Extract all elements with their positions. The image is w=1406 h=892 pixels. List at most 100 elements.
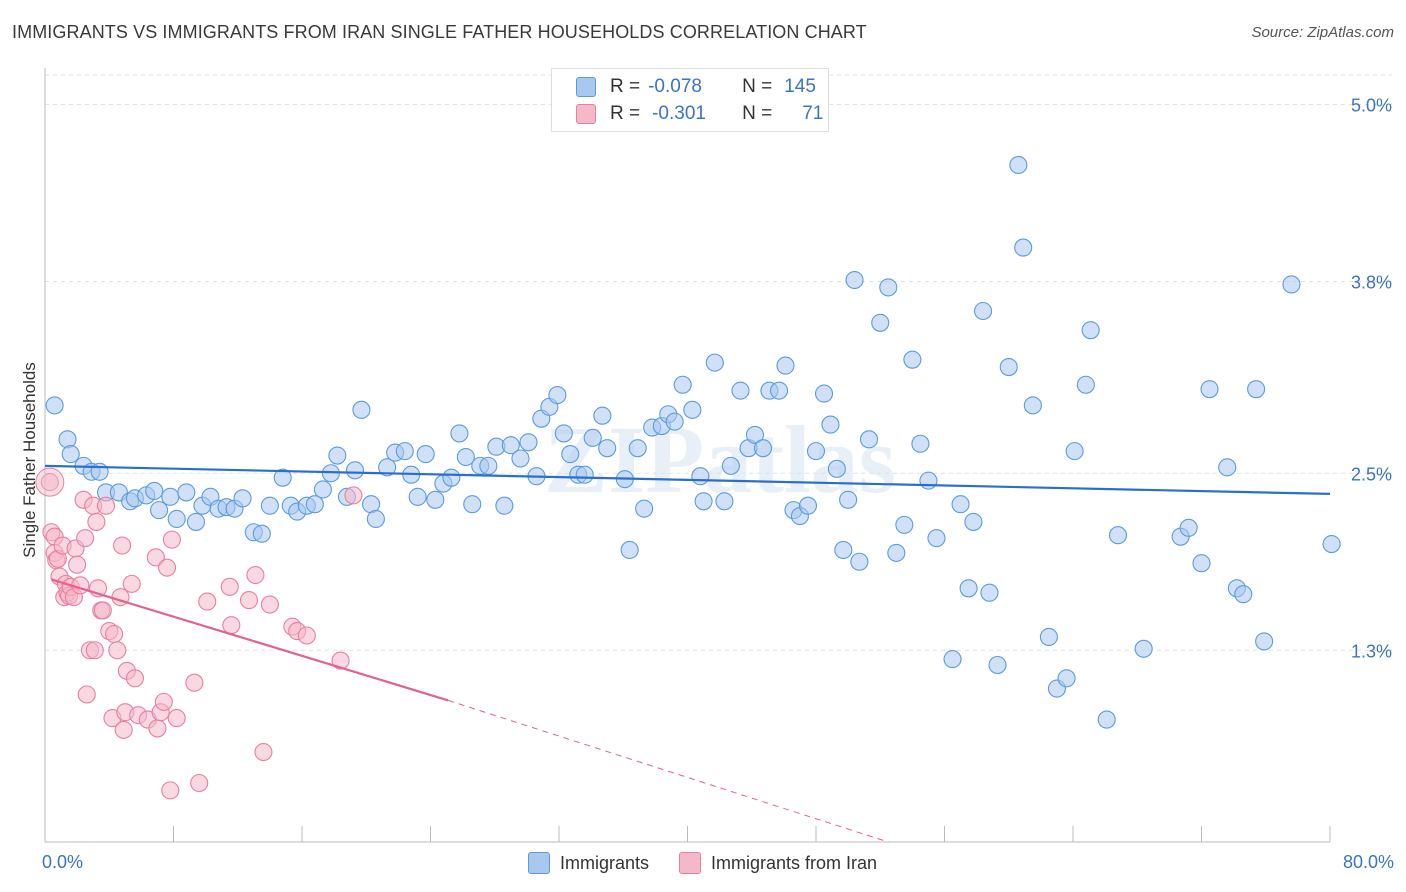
legend-row-immigrants: R = -0.078 N = 145	[576, 74, 816, 100]
immigrants-point	[1039, 627, 1058, 647]
iran-point	[85, 641, 104, 660]
iran-point	[162, 530, 181, 549]
immigrants-point	[1322, 534, 1341, 554]
iran-point	[198, 592, 217, 611]
legend-row-iran: R = -0.301 N = 71	[576, 101, 823, 127]
iran-point	[239, 591, 259, 610]
immigrants-point	[691, 467, 710, 486]
immigrants-point	[903, 350, 922, 369]
immigrants-point	[345, 461, 365, 480]
immigrants-point	[45, 396, 64, 415]
immigrants-point	[598, 439, 617, 458]
stats-legend: R = -0.078 N = 145 R = -0.301 N = 71	[551, 68, 829, 132]
immigrants-point	[887, 543, 906, 562]
immigrants-point	[694, 492, 713, 511]
immigrants-point	[479, 456, 498, 475]
legend-label: Immigrants from Iran	[711, 852, 878, 873]
iran-point	[125, 669, 144, 688]
immigrants-point	[575, 465, 594, 484]
immigrants-point	[673, 375, 692, 394]
legend-r-value: -0.301	[652, 103, 706, 124]
immigrants-point	[776, 356, 795, 375]
immigrants-point	[973, 301, 993, 321]
legend-swatch	[679, 852, 702, 874]
iran-point	[190, 773, 209, 793]
immigrants-point	[426, 490, 445, 509]
immigrants-point	[1014, 238, 1033, 257]
iran-point	[331, 651, 350, 670]
immigrants-point	[943, 650, 962, 669]
immigrants-point	[821, 415, 840, 434]
legend-n-value: 145	[784, 76, 816, 97]
iran-point	[161, 781, 180, 800]
immigrants-point	[798, 496, 818, 515]
x-tick-max: 80.0%	[1342, 852, 1394, 872]
immigrants-point	[753, 439, 773, 458]
immigrants-point	[705, 353, 724, 372]
immigrants-point	[519, 433, 538, 452]
immigrants-point	[416, 445, 435, 464]
immigrants-point	[1057, 669, 1076, 688]
immigrants-point	[620, 540, 639, 560]
iran-point	[154, 692, 173, 711]
immigrants-point	[628, 439, 647, 458]
immigrants-point	[593, 406, 612, 425]
immigrants-point	[313, 480, 332, 499]
immigrants-point	[895, 515, 914, 534]
legend-n-value: 71	[802, 103, 824, 124]
immigrants-point	[456, 447, 475, 467]
immigrants-point	[328, 446, 347, 465]
immigrants-point	[1282, 275, 1301, 294]
x-tick-min: 0.0%	[42, 852, 84, 872]
immigrants-point	[395, 442, 414, 461]
immigrants-point	[1255, 632, 1274, 651]
immigrants-point	[561, 445, 580, 464]
immigrants-point	[770, 381, 789, 400]
legend-item-iran[interactable]: Immigrants from Iran	[679, 852, 877, 874]
legend-n-label: N =	[742, 103, 773, 124]
immigrants-point	[715, 492, 734, 511]
immigrants-point	[1218, 458, 1237, 477]
legend-item-immigrants[interactable]: Immigrants	[528, 852, 649, 874]
immigrants-point	[1192, 554, 1211, 573]
immigrants-point	[879, 278, 898, 297]
immigrants-point	[1076, 375, 1095, 394]
immigrants-point	[871, 313, 890, 332]
series-legend: Immigrants Immigrants from Iran	[528, 852, 907, 874]
immigrants-point	[408, 487, 427, 506]
immigrants-point	[911, 434, 930, 453]
immigrants-point	[919, 471, 938, 490]
iran-point	[222, 616, 241, 635]
immigrants-point	[273, 468, 292, 487]
immigrants-point	[988, 655, 1007, 675]
immigrants-point	[1108, 526, 1128, 545]
immigrants-point	[378, 458, 397, 477]
iran-point	[297, 626, 316, 645]
trend-lines	[44, 464, 1331, 843]
iran-trend-line	[51, 578, 449, 702]
immigrants-point	[352, 400, 371, 419]
iran-point	[167, 709, 186, 728]
source-label: Source: ZipAtlas.com	[1251, 24, 1394, 41]
iran-point	[260, 595, 279, 614]
immigrants-point	[233, 489, 252, 508]
iran-point	[68, 555, 87, 574]
legend-r-label: R =	[610, 103, 641, 124]
y-tick-label: 3.8%	[1351, 273, 1392, 293]
iran-point	[185, 673, 204, 692]
immigrants-point	[305, 495, 324, 514]
legend-n-label: N =	[742, 76, 773, 97]
immigrants-point	[721, 456, 740, 475]
immigrants-point	[1081, 321, 1100, 340]
immigrants-point	[61, 445, 80, 464]
immigrants-point	[463, 495, 482, 514]
y-tick-label: 2.5%	[1351, 464, 1392, 484]
immigrants-point	[1009, 155, 1028, 175]
iran-point	[76, 529, 95, 548]
immigrants-point	[959, 579, 978, 598]
iran-point	[146, 548, 165, 567]
y-tick-labels: 1.3% 2.5% 3.8% 5.0%	[1351, 96, 1392, 662]
immigrants-point	[548, 386, 567, 405]
immigrants-point	[1097, 710, 1116, 729]
